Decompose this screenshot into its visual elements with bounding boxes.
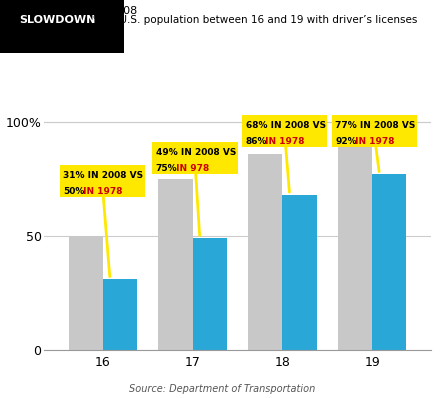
Bar [159,179,193,350]
Text: 92%: 92% [336,137,357,146]
FancyBboxPatch shape [242,115,327,147]
Bar [372,174,406,350]
Bar [193,238,227,350]
Bar [103,279,137,350]
Bar [282,195,317,350]
Bar [248,154,282,350]
Text: SLOWDOWN: SLOWDOWN [20,15,96,25]
Legend: 1978, 2008: 1978, 2008 [31,1,142,21]
Text: IN 1978: IN 1978 [262,137,305,146]
Text: 50%: 50% [63,187,85,196]
Bar [69,236,103,350]
FancyBboxPatch shape [152,142,238,174]
Text: 77% IN 2008 VS: 77% IN 2008 VS [336,121,416,130]
Text: IN 978: IN 978 [173,164,209,173]
Bar [338,140,372,350]
Text: 86%: 86% [246,137,267,146]
Text: 49% IN 2008 VS: 49% IN 2008 VS [156,148,236,157]
FancyBboxPatch shape [59,165,145,197]
Text: IN 1978: IN 1978 [352,137,395,146]
FancyBboxPatch shape [332,115,417,147]
Text: 31% IN 2008 VS: 31% IN 2008 VS [63,171,143,180]
Text: 75%: 75% [156,164,178,173]
Text: % of U.S. population between 16 and 19 with driver’s licenses: % of U.S. population between 16 and 19 w… [93,15,418,25]
Text: IN 1978: IN 1978 [80,187,123,196]
Text: 68% IN 2008 VS: 68% IN 2008 VS [246,121,326,130]
Text: Source: Department of Transportation: Source: Department of Transportation [129,384,315,394]
